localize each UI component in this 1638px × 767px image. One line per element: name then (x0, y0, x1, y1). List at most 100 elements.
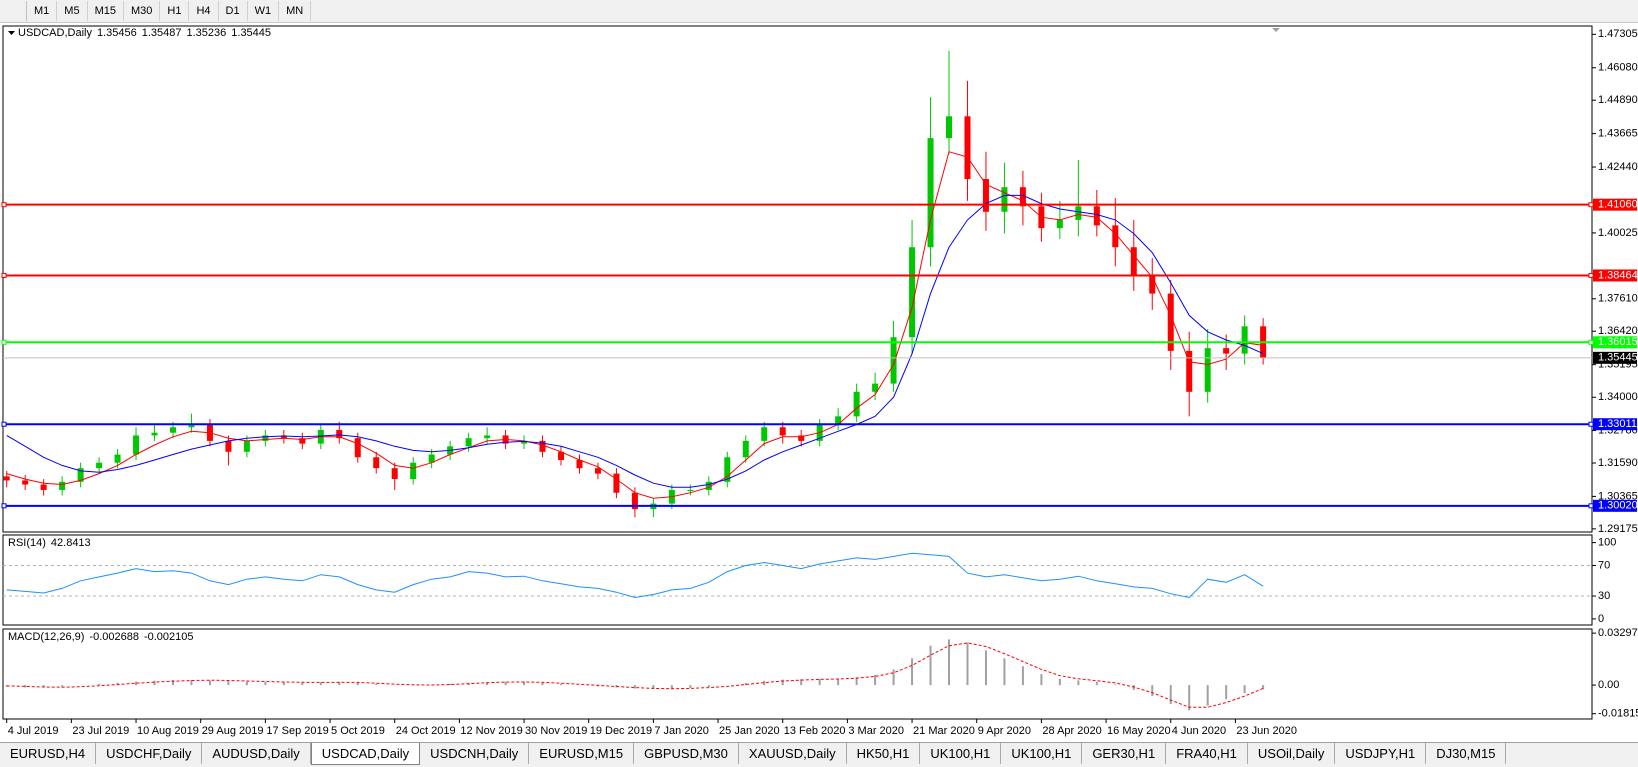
y-tick-label: 1.46080 (1598, 62, 1638, 74)
timeframe-button[interactable]: W1 (248, 1, 280, 21)
symbol-tab[interactable]: HK50,H1 (847, 743, 921, 764)
candle-body (428, 454, 435, 463)
candle-body (1149, 274, 1156, 294)
x-tick-label: 23 Jul 2019 (72, 725, 129, 737)
candle-body (1056, 219, 1063, 229)
symbol-tab[interactable]: EURUSD,M15 (529, 743, 635, 764)
candle-body (1186, 350, 1193, 392)
level-label: 1.38464 (1598, 269, 1638, 281)
indicator-header: 1.35445 (231, 27, 271, 39)
candle-body (631, 492, 638, 510)
last-price-label: 1.35445 (1598, 352, 1638, 364)
candle-body (133, 435, 140, 455)
candle-body (890, 337, 897, 384)
timeframe-button[interactable]: M1 (27, 1, 58, 21)
candle-body (1112, 225, 1119, 248)
candle-body (1204, 348, 1211, 392)
candle-body (946, 116, 953, 139)
y-tick-label: 100 (1598, 537, 1616, 549)
indicator-header: 1.35487 (142, 27, 182, 39)
symbol-tab[interactable]: XAUUSD,Daily (739, 743, 847, 764)
candle-body (188, 424, 195, 428)
indicator-header: 1.35236 (187, 27, 227, 39)
candle-body (724, 457, 731, 482)
candle-body (1130, 247, 1137, 275)
level-handle (1, 421, 7, 427)
level-handle (1588, 339, 1594, 345)
symbol-menu-arrow[interactable] (8, 31, 15, 35)
candle-body (59, 481, 66, 490)
candle-body (354, 438, 361, 458)
timeframe-button[interactable]: H1 (160, 1, 190, 21)
symbol-tab[interactable]: GER30,H1 (1082, 743, 1167, 764)
candle-body (557, 451, 564, 460)
symbol-tab[interactable]: DJ30,M15 (1426, 743, 1507, 764)
y-tick-label: 70 (1598, 559, 1610, 571)
symbol-tab[interactable]: UK100,H1 (920, 743, 1002, 764)
y-tick-label: 1.42440 (1598, 161, 1638, 173)
candle-body (1093, 206, 1100, 226)
timeframe-button[interactable]: D1 (219, 1, 248, 21)
x-tick-label: 4 Jun 2020 (1172, 725, 1226, 737)
y-tick-label: -0.018154 (1598, 708, 1638, 720)
x-tick-label: 13 Feb 2020 (784, 725, 846, 737)
indicator-header: 42.8413 (51, 537, 91, 549)
level-handle (1588, 421, 1594, 427)
symbol-tab[interactable]: USDCHF,Daily (96, 743, 203, 764)
level-handle (1, 339, 7, 345)
y-tick-label: 1.40025 (1598, 227, 1638, 239)
candle-body (373, 457, 380, 469)
level-label: 1.33011 (1598, 418, 1637, 430)
level-handle (1588, 202, 1594, 208)
candle-body (3, 476, 10, 481)
candle-body (225, 440, 232, 452)
candle-body (280, 435, 287, 439)
x-tick-label: 21 Mar 2020 (913, 725, 975, 737)
y-tick-label: 1.30365 (1598, 490, 1638, 502)
x-tick-label: 29 Aug 2019 (202, 725, 264, 737)
timeframe-button[interactable]: M5 (57, 1, 88, 21)
candle-body (1001, 187, 1008, 212)
symbol-tab[interactable]: GBPUSD,M30 (634, 743, 739, 764)
symbol-tab[interactable]: USDCAD,Daily (310, 743, 421, 765)
candle-body (114, 454, 121, 463)
plot-area (5, 639, 1265, 711)
level-tag (1593, 269, 1637, 282)
timeframe-button[interactable]: H4 (189, 1, 219, 21)
symbol-tab[interactable]: UK100,H1 (1001, 743, 1083, 764)
timeframe-button[interactable]: MN (279, 1, 312, 21)
last-price-tag (1593, 351, 1637, 364)
symbol-tab[interactable]: USOil,Daily (1248, 743, 1336, 764)
candle-body (742, 440, 749, 458)
moving-average (6, 194, 1264, 488)
candle-body (151, 432, 158, 436)
indicator-header: MACD(12,26,9) (8, 631, 84, 643)
y-tick-label: 0.032972 (1598, 627, 1638, 639)
symbol-tab[interactable]: AUDUSD,Daily (202, 743, 311, 764)
x-tick-label: 23 Jun 2020 (1236, 725, 1297, 737)
y-tick-label: 1.31590 (1598, 457, 1638, 469)
level-tag (1593, 336, 1637, 349)
x-tick-label: 9 Apr 2020 (978, 725, 1031, 737)
x-tick-label: 17 Sep 2019 (266, 725, 328, 737)
symbol-tab[interactable]: USDJPY,H1 (1335, 743, 1427, 764)
symbol-tab[interactable]: FRA40,H1 (1166, 743, 1248, 764)
timeframe-button[interactable]: M30 (124, 1, 161, 21)
candle-body (853, 391, 860, 417)
candle-body (391, 468, 398, 480)
level-tag (1593, 499, 1637, 512)
timeframe-button[interactable]: M15 (88, 1, 124, 21)
timeframe-toolbar: M1 M5 M15 M30 H1 H4 D1 W1 MN (0, 0, 1638, 23)
symbol-tab[interactable]: USDCNH,Daily (420, 743, 530, 764)
y-tick-label: 1.29175 (1598, 523, 1638, 535)
candle-body (798, 435, 805, 441)
symbol-tab[interactable]: EURUSD,H4 (0, 743, 97, 764)
candle-body (1167, 293, 1174, 351)
y-tick-label: 0.00 (1598, 679, 1619, 691)
signal-line (6, 642, 1264, 708)
candle-body (927, 138, 934, 248)
candle-body (521, 440, 528, 444)
x-tick-label: 12 Nov 2019 (460, 725, 522, 737)
candle-body (1075, 206, 1082, 220)
